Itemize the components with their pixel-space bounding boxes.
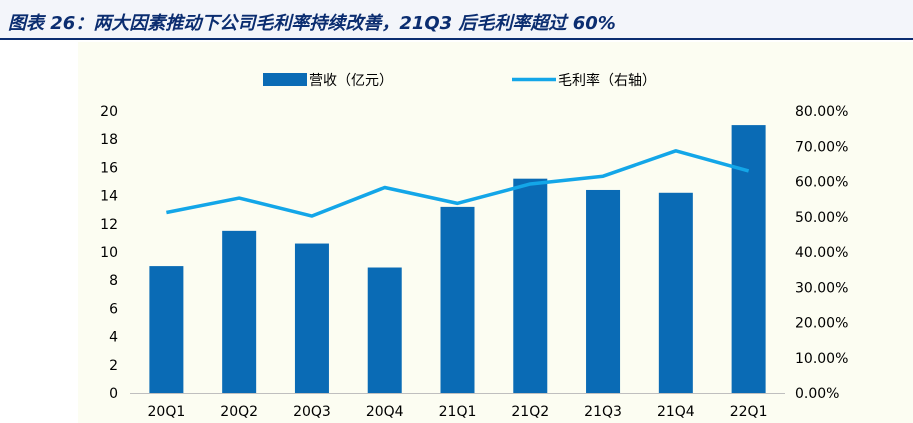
right-tick-label: 80.00% (795, 104, 848, 120)
left-tick-label: 8 (109, 273, 118, 289)
chart-legend: 营收（亿元） 毛利率（右轴） (263, 72, 656, 89)
right-tick-label: 30.00% (795, 280, 848, 296)
left-tick-label: 10 (100, 245, 118, 261)
x-tick-label: 22Q1 (730, 404, 768, 420)
x-axis: 20Q1 20Q2 20Q3 20Q4 21Q1 21Q2 21Q3 21Q4 22Q1 (130, 393, 785, 420)
left-tick-label: 20 (100, 104, 118, 120)
x-tick-label: 21Q4 (657, 404, 695, 420)
revenue-bar (294, 243, 329, 393)
right-tick-label: 50.00% (795, 210, 848, 226)
revenue-bar (658, 192, 693, 393)
left-tick-label: 14 (100, 189, 118, 205)
left-tick-label: 6 (109, 301, 118, 317)
revenue-bars (149, 125, 766, 393)
legend-bar-label: 营收（亿元） (309, 73, 393, 89)
legend-line-label: 毛利率（右轴） (558, 72, 656, 89)
left-tick-label: 4 (109, 330, 118, 346)
right-tick-label: 10.00% (795, 351, 848, 367)
chart-plot-background (78, 42, 913, 423)
revenue-bar (149, 266, 184, 393)
gross-margin-line (166, 149, 750, 218)
right-tick-label: 0.00% (795, 386, 839, 402)
left-axis: 0 2 4 6 8 10 12 14 16 18 20 (100, 104, 118, 402)
revenue-bar (586, 189, 621, 393)
right-tick-label: 20.00% (795, 316, 848, 332)
right-tick-label: 40.00% (795, 245, 848, 261)
revenue-bar (731, 125, 766, 393)
left-tick-label: 12 (100, 217, 118, 233)
revenue-bar (513, 178, 548, 393)
x-tick-label: 21Q2 (511, 404, 549, 420)
left-tick-label: 18 (100, 132, 118, 148)
revenue-bar (440, 206, 475, 393)
legend-bar-swatch (263, 73, 307, 86)
left-tick-label: 0 (109, 386, 118, 402)
figure-title-bar: 图表 26：两大因素推动下公司毛利率持续改善，21Q3 后毛利率超过 60% (0, 0, 913, 40)
left-tick-label: 2 (109, 358, 118, 374)
right-axis: 0.00% 10.00% 20.00% 30.00% 40.00% 50.00% 60.00… (795, 104, 848, 402)
x-tick-label: 21Q1 (439, 404, 477, 420)
x-tick-label: 20Q3 (293, 404, 331, 420)
figure-title: 图表 26：两大因素推动下公司毛利率持续改善，21Q3 后毛利率超过 60% (8, 13, 616, 34)
x-tick-label: 20Q4 (366, 404, 404, 420)
x-tick-label: 20Q1 (148, 404, 186, 420)
x-tick-label: 20Q2 (220, 404, 258, 420)
left-tick-label: 16 (100, 160, 118, 176)
revenue-bar (222, 230, 257, 393)
revenue-bar (367, 267, 402, 393)
right-tick-label: 70.00% (795, 139, 848, 155)
right-tick-label: 60.00% (795, 175, 848, 191)
x-tick-label: 21Q3 (584, 404, 622, 420)
